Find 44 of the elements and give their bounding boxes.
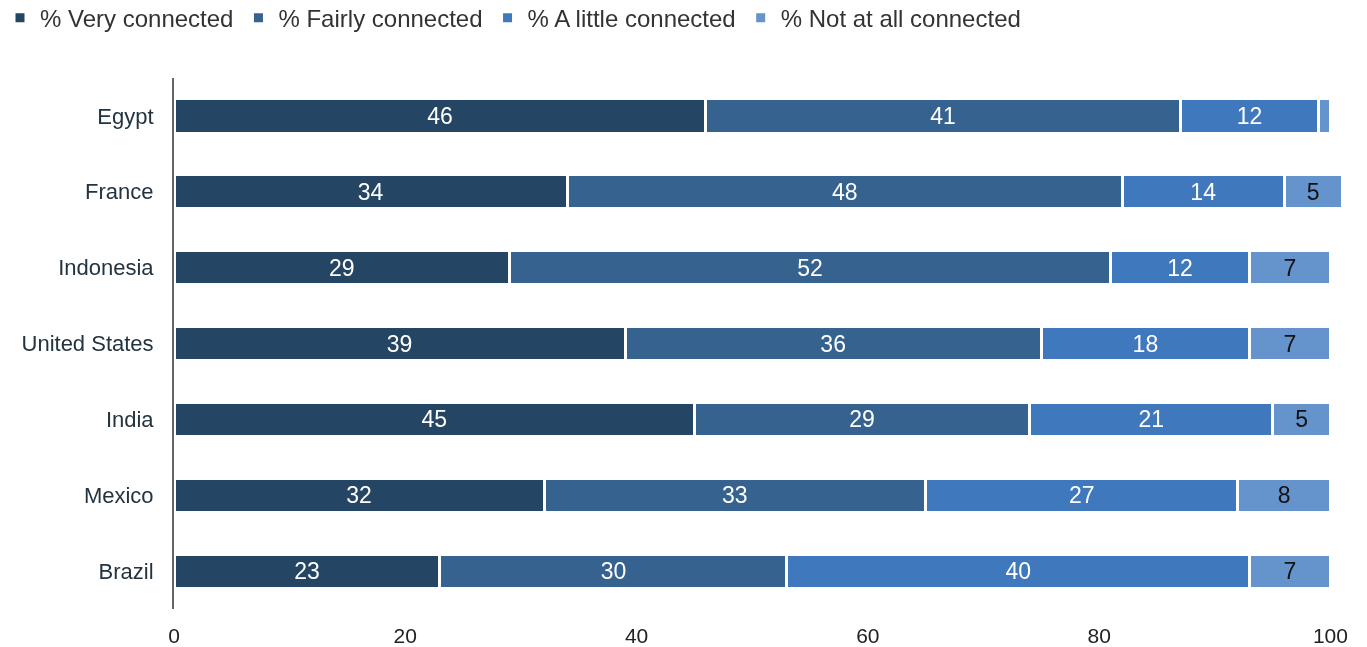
data-label: 36 — [820, 330, 846, 357]
data-label: 30 — [600, 558, 627, 585]
x-tick-label: 20 — [393, 624, 417, 647]
data-label: 14 — [1190, 178, 1217, 205]
x-tick-label: 80 — [1087, 624, 1111, 647]
y-tick-label: Egypt — [97, 103, 154, 129]
data-label: 41 — [930, 102, 956, 129]
data-label: 52 — [797, 254, 823, 281]
data-label: 8 — [1277, 482, 1291, 509]
data-label: 12 — [1167, 254, 1193, 281]
data-label: 12 — [1236, 102, 1263, 129]
data-label: 18 — [1132, 330, 1159, 357]
data-label: 40 — [1005, 558, 1031, 585]
y-tick-label: Brazil — [98, 558, 154, 584]
data-label: 23 — [294, 558, 320, 585]
data-label: 27 — [1069, 482, 1095, 509]
y-tick-label: United States — [21, 331, 154, 357]
y-tick-label: Indonesia — [58, 255, 155, 281]
x-tick-label: 0 — [168, 624, 180, 647]
x-tick-label: 60 — [856, 624, 880, 647]
data-label: 5 — [1306, 178, 1320, 205]
data-label: 7 — [1283, 330, 1297, 357]
data-label: 39 — [386, 330, 413, 357]
data-label: 7 — [1283, 254, 1297, 281]
y-tick-label: France — [85, 179, 154, 205]
y-tick-label: Mexico — [83, 482, 154, 508]
legend-label: % A little connected — [527, 5, 736, 33]
data-label: 5 — [1295, 406, 1308, 433]
data-label: 46 — [427, 102, 453, 129]
x-tick-label: 100 — [1312, 624, 1348, 647]
legend-label: % Not at all connected — [780, 5, 1021, 33]
legend-label: % Fairly connected — [278, 5, 483, 33]
x-tick-label: 40 — [624, 624, 649, 647]
data-label: 29 — [328, 254, 355, 281]
legend-label: % Very connected — [40, 5, 234, 33]
data-label: 45 — [421, 406, 447, 433]
data-label: 32 — [346, 482, 372, 509]
data-label: 21 — [1138, 406, 1164, 433]
data-label: 33 — [722, 482, 748, 509]
data-label: 7 — [1283, 558, 1297, 585]
data-label: 34 — [357, 178, 384, 205]
data-label: 48 — [831, 178, 858, 205]
y-tick-label: India — [105, 407, 155, 433]
data-label: 29 — [849, 406, 875, 433]
